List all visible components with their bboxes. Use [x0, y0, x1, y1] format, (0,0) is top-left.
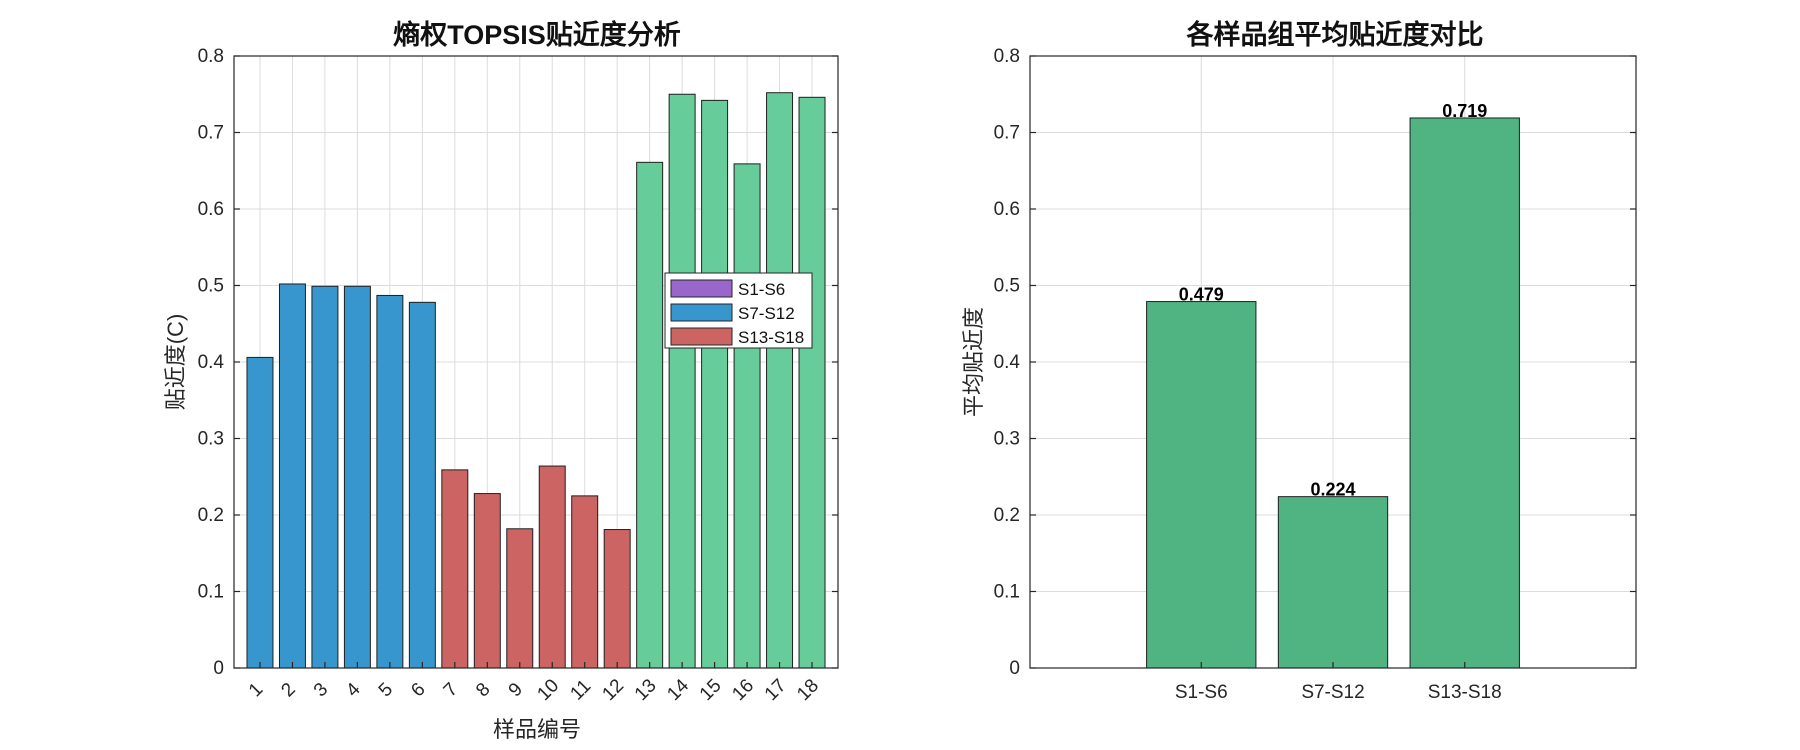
left-x-tick-label: 7	[440, 679, 462, 701]
right-y-tick-label: 0.1	[994, 582, 1020, 603]
left-bar	[538, 465, 566, 669]
left-y-tick-label: 0.7	[198, 123, 224, 144]
left-bar	[311, 285, 339, 669]
right-bar	[1277, 496, 1389, 669]
left-bar	[571, 495, 599, 669]
left-y-tick-label: 0.6	[198, 199, 224, 220]
legend: S1-S6 S7-S12 S13-S18	[664, 272, 813, 349]
right-bar-value-label: 0.719	[1442, 101, 1487, 121]
left-bar	[766, 92, 794, 669]
left-bar	[701, 99, 729, 669]
right-y-tick-label: 0.3	[994, 429, 1020, 450]
left-bar	[733, 163, 761, 669]
legend-label: S7-S12	[738, 304, 795, 323]
left-y-tick-label: 0.1	[198, 582, 224, 603]
left-axes-box	[233, 55, 839, 669]
left-bar	[246, 356, 274, 669]
left-y-tick-label: 0.4	[198, 352, 225, 373]
group-average-chart: 各样品组平均贴近度对比 0.479 0.224 0.719 0 0.1 0.2 0.3 0.…	[961, 19, 1637, 703]
left-bar	[506, 528, 534, 669]
right-bar-value-label: 0.224	[1310, 480, 1355, 500]
left-x-tick-labels: 1 2 3 4 5 6 7 8 9 10 11 12 13 14 15 16 17 18	[245, 675, 823, 705]
left-x-tick-label: 12	[598, 675, 628, 705]
left-x-tick-label: 14	[663, 675, 693, 705]
closeness-chart: 熵权TOPSIS贴近度分析 00.10.20.30.40.50.60.70.8 …	[163, 19, 839, 742]
left-bar	[278, 283, 306, 669]
left-x-tick-label: 13	[631, 675, 661, 705]
right-y-axis-label: 平均贴近度	[961, 307, 986, 417]
right-y-tick-label: 0	[1009, 658, 1020, 679]
left-x-tick-label: 3	[310, 679, 332, 701]
left-x-tick-label: 5	[375, 679, 397, 701]
right-x-tick-label: S7-S12	[1301, 682, 1364, 703]
left-y-tick-labels: 0 0.1 0.2 0.3 0.4 0.5 0.6 0.7 0.8	[198, 46, 225, 679]
left-x-tick-label: 9	[505, 679, 527, 701]
left-bar	[603, 529, 631, 669]
left-bar	[343, 285, 371, 669]
legend-label: S13-S18	[738, 328, 804, 347]
left-x-tick-label: 11	[566, 676, 595, 705]
left-x-tick-label: 8	[472, 679, 494, 701]
right-bar-value-label: 0.479	[1179, 285, 1224, 305]
left-bar	[441, 469, 469, 669]
left-y-tick-label: 0.2	[198, 505, 224, 526]
right-y-tick-labels: 0 0.1 0.2 0.3 0.4 0.5 0.6 0.7 0.8	[994, 46, 1021, 679]
left-x-tick-label: 6	[407, 679, 429, 701]
right-bars: 0.479 0.224 0.719	[1146, 101, 1520, 669]
left-x-tick-label: 1	[245, 679, 267, 701]
right-x-tick-labels: S1-S6 S7-S12 S13-S18	[1175, 682, 1502, 703]
right-bar	[1409, 117, 1520, 669]
legend-label: S1-S6	[738, 280, 785, 299]
left-x-tick-label: 16	[728, 675, 758, 705]
left-bars	[246, 92, 826, 669]
left-x-tick-label: 10	[533, 675, 563, 705]
left-y-tick-label: 0.8	[198, 46, 224, 67]
right-axes-box	[1029, 55, 1637, 669]
left-y-tick-label: 0.3	[198, 429, 224, 450]
left-x-tick-label: 15	[696, 675, 726, 705]
left-x-tick-label: 4	[342, 679, 365, 702]
left-x-tick-label: 17	[761, 675, 791, 705]
left-bar	[376, 294, 404, 669]
left-chart-title: 熵权TOPSIS贴近度分析	[392, 19, 681, 50]
legend-swatch	[670, 303, 733, 322]
right-y-tick-label: 0.6	[994, 199, 1020, 220]
right-y-tick-label: 0.4	[994, 352, 1021, 373]
right-chart-title: 各样品组平均贴近度对比	[1186, 19, 1484, 50]
right-y-tick-label: 0.7	[994, 123, 1020, 144]
left-y-axis-label: 贴近度(C)	[163, 314, 188, 411]
left-y-tick-label: 0	[213, 658, 224, 679]
left-x-axis-label: 样品编号	[493, 717, 581, 742]
right-bar	[1146, 301, 1257, 669]
left-bar	[408, 301, 436, 669]
left-bar	[473, 493, 501, 669]
left-bar	[636, 161, 664, 669]
right-y-tick-label: 0.2	[994, 505, 1020, 526]
left-x-tick-label: 18	[793, 675, 823, 705]
right-y-tick-label: 0.5	[994, 276, 1020, 297]
left-bar	[798, 96, 826, 669]
legend-swatch	[670, 279, 733, 298]
right-y-tick-label: 0.8	[994, 46, 1020, 67]
legend-swatch	[670, 327, 733, 346]
left-x-tick-label: 2	[277, 679, 299, 701]
legend-items: S1-S6 S7-S12 S13-S18	[670, 279, 804, 347]
right-x-tick-label: S1-S6	[1175, 682, 1228, 703]
left-y-tick-label: 0.5	[198, 276, 224, 297]
right-x-tick-label: S13-S18	[1428, 682, 1502, 703]
left-bar	[668, 93, 696, 669]
